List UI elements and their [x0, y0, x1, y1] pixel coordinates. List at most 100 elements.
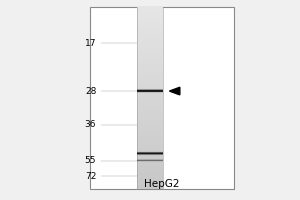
FancyBboxPatch shape [136, 161, 164, 164]
FancyBboxPatch shape [136, 13, 164, 16]
FancyBboxPatch shape [136, 110, 164, 113]
FancyBboxPatch shape [136, 175, 164, 178]
Text: HepG2: HepG2 [144, 179, 180, 189]
FancyBboxPatch shape [136, 62, 164, 64]
FancyBboxPatch shape [136, 106, 164, 108]
FancyBboxPatch shape [136, 50, 164, 53]
FancyBboxPatch shape [136, 57, 164, 60]
FancyBboxPatch shape [136, 152, 164, 153]
FancyBboxPatch shape [136, 136, 164, 138]
FancyBboxPatch shape [136, 55, 164, 58]
FancyBboxPatch shape [136, 180, 164, 182]
FancyBboxPatch shape [136, 90, 164, 91]
FancyBboxPatch shape [136, 127, 164, 129]
FancyBboxPatch shape [136, 152, 164, 153]
FancyBboxPatch shape [136, 154, 164, 155]
Text: 28: 28 [85, 87, 96, 96]
FancyBboxPatch shape [136, 90, 164, 92]
FancyBboxPatch shape [136, 92, 164, 93]
FancyBboxPatch shape [136, 18, 164, 21]
FancyBboxPatch shape [136, 20, 164, 23]
FancyBboxPatch shape [136, 90, 164, 91]
FancyBboxPatch shape [136, 34, 164, 37]
Text: 17: 17 [85, 39, 96, 48]
FancyBboxPatch shape [136, 129, 164, 132]
FancyBboxPatch shape [136, 89, 164, 90]
FancyBboxPatch shape [136, 164, 164, 166]
FancyBboxPatch shape [136, 71, 164, 74]
FancyBboxPatch shape [136, 22, 164, 25]
FancyBboxPatch shape [136, 25, 164, 27]
FancyBboxPatch shape [136, 143, 164, 145]
FancyBboxPatch shape [136, 89, 164, 90]
FancyBboxPatch shape [136, 85, 164, 88]
FancyBboxPatch shape [136, 103, 164, 106]
FancyBboxPatch shape [90, 7, 234, 189]
FancyBboxPatch shape [136, 87, 164, 90]
FancyBboxPatch shape [136, 187, 164, 189]
FancyBboxPatch shape [136, 120, 164, 122]
FancyBboxPatch shape [136, 89, 164, 90]
FancyBboxPatch shape [136, 39, 164, 41]
FancyBboxPatch shape [136, 159, 164, 160]
FancyBboxPatch shape [136, 6, 164, 9]
FancyBboxPatch shape [136, 154, 164, 157]
FancyBboxPatch shape [136, 16, 164, 18]
FancyBboxPatch shape [136, 166, 164, 169]
FancyBboxPatch shape [136, 96, 164, 99]
FancyBboxPatch shape [136, 76, 164, 78]
FancyBboxPatch shape [136, 157, 164, 159]
FancyBboxPatch shape [136, 154, 164, 155]
FancyBboxPatch shape [136, 92, 164, 93]
FancyBboxPatch shape [136, 117, 164, 120]
FancyBboxPatch shape [136, 69, 164, 71]
FancyBboxPatch shape [136, 124, 164, 127]
FancyBboxPatch shape [136, 159, 164, 162]
FancyBboxPatch shape [136, 160, 164, 161]
FancyBboxPatch shape [136, 27, 164, 30]
FancyBboxPatch shape [136, 160, 164, 161]
FancyBboxPatch shape [136, 66, 164, 69]
FancyBboxPatch shape [136, 83, 164, 85]
FancyBboxPatch shape [136, 140, 164, 143]
FancyBboxPatch shape [136, 168, 164, 171]
FancyBboxPatch shape [136, 133, 164, 136]
FancyBboxPatch shape [136, 147, 164, 150]
FancyBboxPatch shape [136, 131, 164, 134]
Text: 36: 36 [85, 120, 96, 129]
FancyBboxPatch shape [136, 113, 164, 115]
FancyBboxPatch shape [136, 59, 164, 62]
FancyBboxPatch shape [136, 29, 164, 32]
FancyBboxPatch shape [136, 9, 164, 11]
FancyBboxPatch shape [136, 73, 164, 76]
FancyBboxPatch shape [136, 108, 164, 111]
FancyBboxPatch shape [136, 36, 164, 39]
FancyBboxPatch shape [136, 90, 164, 91]
FancyBboxPatch shape [136, 64, 164, 67]
FancyBboxPatch shape [136, 159, 164, 160]
FancyBboxPatch shape [136, 41, 164, 44]
FancyBboxPatch shape [136, 182, 164, 185]
FancyBboxPatch shape [136, 91, 164, 92]
FancyBboxPatch shape [136, 152, 164, 155]
FancyBboxPatch shape [136, 152, 164, 153]
FancyBboxPatch shape [136, 153, 164, 154]
FancyBboxPatch shape [136, 170, 164, 173]
FancyBboxPatch shape [136, 80, 164, 83]
FancyBboxPatch shape [136, 94, 164, 97]
FancyBboxPatch shape [136, 92, 164, 95]
FancyBboxPatch shape [136, 153, 164, 154]
FancyBboxPatch shape [136, 115, 164, 118]
FancyBboxPatch shape [136, 48, 164, 51]
FancyBboxPatch shape [136, 145, 164, 148]
FancyBboxPatch shape [136, 101, 164, 104]
FancyBboxPatch shape [136, 184, 164, 187]
FancyBboxPatch shape [136, 122, 164, 125]
FancyBboxPatch shape [136, 150, 164, 152]
FancyBboxPatch shape [136, 159, 164, 160]
FancyBboxPatch shape [136, 11, 164, 14]
FancyBboxPatch shape [136, 161, 164, 162]
FancyBboxPatch shape [136, 78, 164, 81]
FancyBboxPatch shape [136, 53, 164, 55]
Text: 72: 72 [85, 172, 96, 181]
